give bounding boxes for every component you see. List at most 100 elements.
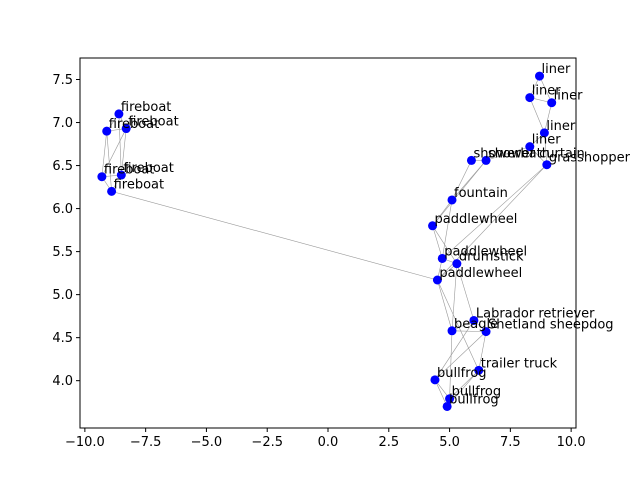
data-point bbox=[121, 124, 131, 134]
edge-line bbox=[451, 160, 472, 201]
y-tick-label: 4.0 bbox=[52, 374, 73, 389]
data-point bbox=[445, 394, 455, 404]
point-label-layer: linerlinerlinerlinerlinershowerbathshowe… bbox=[104, 62, 631, 407]
y-tick-label: 7.5 bbox=[52, 73, 73, 88]
edge-line bbox=[432, 225, 458, 264]
edge-line bbox=[529, 97, 545, 133]
data-point bbox=[107, 186, 117, 196]
point-label: showerbath bbox=[473, 146, 550, 161]
edge-line bbox=[441, 199, 453, 259]
x-tick-label: 7.5 bbox=[500, 435, 521, 450]
x-tick-label: −7.5 bbox=[130, 435, 162, 450]
point-label: bullfrog bbox=[449, 392, 499, 407]
point-label: Shetland sheepdog bbox=[488, 318, 614, 333]
point-label: liner bbox=[542, 62, 571, 77]
point-label: liner bbox=[532, 133, 561, 148]
x-axis: −10.0 −7.5 −5.0 −2.5 0.0 2.5 5.0 7.5 10.0 bbox=[65, 428, 586, 450]
point-label: fountain bbox=[454, 186, 508, 201]
point-layer bbox=[97, 71, 557, 411]
edge-line bbox=[539, 75, 552, 103]
data-point bbox=[466, 155, 476, 165]
data-point bbox=[432, 275, 442, 285]
point-label: shower curtain bbox=[488, 146, 585, 161]
point-label: liner bbox=[532, 84, 561, 99]
point-label: bullfrog bbox=[437, 366, 487, 381]
x-tick-label: −10.0 bbox=[65, 435, 105, 450]
edge-line bbox=[456, 263, 475, 321]
data-point bbox=[481, 327, 491, 337]
data-point bbox=[97, 172, 107, 182]
edge-line bbox=[111, 191, 438, 281]
edge-line bbox=[544, 132, 548, 165]
edge-line bbox=[485, 146, 530, 161]
data-point bbox=[447, 195, 457, 205]
data-point bbox=[114, 109, 124, 119]
data-point bbox=[430, 375, 440, 385]
data-point bbox=[525, 93, 535, 103]
edge-line bbox=[106, 131, 112, 192]
data-point bbox=[547, 98, 557, 108]
x-tick-label: −5.0 bbox=[191, 435, 223, 450]
x-tick-label: 10.0 bbox=[557, 435, 586, 450]
edge-line bbox=[432, 225, 443, 259]
point-label: fireboat bbox=[123, 161, 174, 176]
data-point bbox=[525, 142, 535, 152]
x-tick-label: −2.5 bbox=[251, 435, 283, 450]
point-label: liner bbox=[546, 119, 575, 134]
point-label: Labrador retriever bbox=[476, 306, 595, 321]
data-point bbox=[481, 155, 491, 165]
edge-line bbox=[434, 331, 487, 381]
point-label: beagle bbox=[454, 317, 498, 332]
point-label: trailer truck bbox=[481, 356, 558, 371]
data-point bbox=[474, 365, 484, 375]
point-label: fireboat bbox=[109, 117, 160, 132]
y-tick-label: 5.0 bbox=[52, 288, 73, 303]
edge-line bbox=[449, 370, 479, 399]
x-tick-label: 2.5 bbox=[378, 435, 399, 450]
point-label: bullfrog bbox=[452, 385, 502, 400]
data-point bbox=[442, 401, 452, 411]
y-tick-label: 5.5 bbox=[52, 245, 73, 260]
data-point bbox=[542, 160, 552, 170]
edge-line bbox=[451, 330, 487, 332]
data-point bbox=[102, 126, 112, 136]
point-label: paddlewheel bbox=[444, 244, 527, 259]
edge-line bbox=[434, 320, 475, 380]
data-point bbox=[452, 259, 462, 269]
point-label: fireboat bbox=[114, 177, 165, 192]
edge-line bbox=[478, 331, 487, 371]
data-point bbox=[539, 128, 549, 138]
edge-line bbox=[437, 279, 480, 371]
edge-line bbox=[434, 379, 448, 407]
edge-line bbox=[118, 113, 122, 176]
y-axis: 4.0 4.5 5.0 5.5 6.0 6.5 7.0 7.5 bbox=[52, 73, 80, 389]
y-tick-label: 4.5 bbox=[52, 331, 73, 346]
point-label: fireboat bbox=[104, 163, 155, 178]
edge-line bbox=[432, 160, 487, 226]
point-label: fireboat bbox=[128, 115, 179, 130]
edge-line bbox=[437, 279, 453, 331]
edge-line bbox=[121, 128, 127, 176]
x-tick-label: 5.0 bbox=[439, 435, 460, 450]
point-label: grasshopper bbox=[549, 151, 631, 166]
edge-line bbox=[101, 128, 127, 177]
point-label: liner bbox=[554, 89, 583, 104]
edge-line bbox=[451, 263, 458, 331]
y-tick-label: 6.0 bbox=[52, 202, 73, 217]
edge-line bbox=[544, 102, 552, 133]
edge-line bbox=[432, 199, 453, 226]
data-point bbox=[447, 326, 457, 336]
point-label: paddlewheel bbox=[435, 212, 518, 227]
edge-line bbox=[449, 330, 453, 399]
data-point bbox=[116, 170, 126, 180]
data-point bbox=[428, 221, 438, 231]
y-tick-label: 7.0 bbox=[52, 116, 73, 131]
x-tick-label: 0.0 bbox=[318, 435, 339, 450]
edge-line bbox=[442, 164, 548, 259]
point-label: drumstick bbox=[459, 250, 524, 265]
data-point bbox=[535, 71, 545, 81]
data-point bbox=[469, 315, 479, 325]
point-label: fireboat bbox=[121, 100, 172, 115]
